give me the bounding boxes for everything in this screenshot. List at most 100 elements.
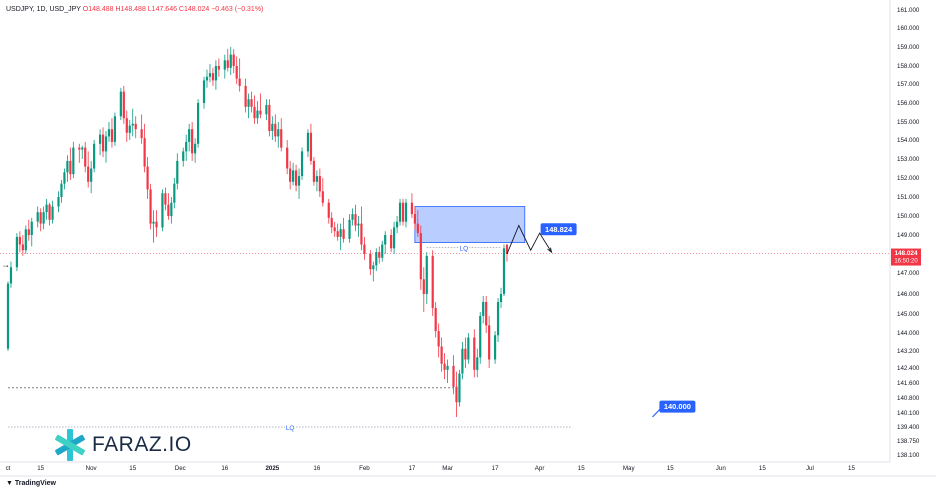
x-tick-label: 15 [759, 465, 766, 472]
candle-body [431, 255, 434, 308]
candle-body [208, 73, 212, 77]
candle-body [84, 147, 87, 167]
candle-body [104, 136, 108, 152]
y-tick-label: 160.000 [897, 25, 920, 32]
candle-body [458, 373, 461, 403]
candle-body [294, 170, 298, 186]
y-tick-label: 158.000 [897, 63, 920, 70]
supply-zone[interactable] [414, 206, 526, 243]
candle-body [286, 147, 289, 169]
candle-body [149, 189, 152, 224]
candle-body [229, 54, 232, 68]
candle-body [185, 141, 188, 152]
y-tick-label: 143.200 [897, 348, 920, 355]
candle-body [21, 244, 24, 251]
candle-body [315, 176, 318, 182]
candle-body [473, 337, 476, 370]
x-tick-label: 17 [408, 465, 415, 472]
candle-body [401, 202, 405, 222]
candle-body [250, 99, 253, 107]
candle-body [253, 106, 256, 119]
candle-body [306, 132, 310, 152]
candle-body [268, 104, 271, 131]
candle-body [238, 78, 241, 86]
candle-body [131, 123, 134, 126]
candle-body [24, 229, 27, 251]
candle-body [496, 302, 500, 336]
x-tick-label: 15 [667, 465, 674, 472]
candle-body [226, 60, 229, 68]
candle-body [9, 267, 13, 284]
price-callout[interactable]: 140.000 [659, 400, 696, 413]
y-tick-label: 145.000 [897, 311, 920, 318]
footer-brand[interactable]: ▼ TradingView [6, 480, 56, 487]
candle-body [297, 176, 301, 186]
candle-body [182, 151, 185, 161]
candle-body [378, 252, 381, 258]
candle-body [493, 335, 497, 360]
price-tag-value: 148.024 [894, 250, 918, 257]
callout-pointer [652, 406, 663, 418]
candle-body [410, 202, 414, 215]
candle-body [381, 244, 384, 258]
candle-body [81, 147, 84, 150]
candle-body [202, 80, 206, 103]
candle-body [205, 76, 209, 81]
price-callout-text: 140.000 [664, 402, 691, 411]
candle-body [57, 197, 60, 207]
candle-body [66, 160, 69, 173]
candle-body [351, 214, 354, 220]
x-tick-label: 15 [37, 465, 44, 472]
candle-body [505, 244, 509, 254]
candle-body [69, 160, 72, 175]
candle-body [119, 91, 122, 117]
current-price-tag[interactable]: 148.024 16:50:20 [891, 248, 921, 266]
candle-body [36, 212, 39, 222]
y-tick-label: 153.000 [897, 156, 920, 163]
candle-body [60, 183, 63, 197]
arrow-right-icon: → [1, 260, 10, 270]
candle-body [176, 160, 179, 184]
candle-body [122, 91, 125, 119]
price-callout-box [540, 223, 577, 236]
x-tick-label: 17 [492, 465, 499, 472]
candle-body [244, 85, 247, 107]
candle-body [416, 223, 419, 234]
x-tick-label: Jun [716, 465, 727, 472]
y-tick-label: 141.600 [897, 380, 920, 387]
y-tick-label: 154.000 [897, 137, 920, 144]
candle-body [372, 265, 375, 270]
candle-body [78, 147, 81, 150]
x-tick-label: May [623, 465, 636, 472]
candle-body [98, 134, 102, 144]
candle-body [164, 193, 167, 205]
symbol-label[interactable]: USDJPY, 1D, USD_JPY [6, 6, 81, 13]
y-tick-label: 157.000 [897, 81, 920, 88]
candle-body [18, 236, 21, 245]
candle-body [235, 66, 238, 79]
liquidity-label: LQ [460, 245, 469, 252]
candle-body [485, 302, 488, 326]
candle-body [336, 231, 339, 237]
y-tick-label: 139.400 [897, 424, 920, 431]
candle-body [413, 214, 416, 224]
y-tick-label: 140.100 [897, 410, 920, 417]
price-tag-countdown: 16:50:20 [894, 259, 918, 265]
candle-body [363, 244, 366, 254]
candle-body [42, 212, 45, 224]
y-tick-label: 146.000 [897, 291, 920, 298]
asterisk-logo-icon [55, 429, 85, 461]
candle-body [354, 214, 357, 226]
candle-body [196, 103, 200, 144]
candle-body [289, 168, 292, 182]
supply-zone-box[interactable] [414, 206, 526, 243]
projection-path [506, 224, 552, 255]
y-tick-label: 149.000 [897, 232, 920, 239]
chart-overlay: 148.824 140.000 → 148.024 16:50:20 [1, 223, 921, 418]
chart-header: USDJPY, 1D, USD_JPY O148.488 H148.488 L1… [6, 6, 263, 13]
x-tick-label: 15 [578, 465, 585, 472]
y-tick-label: 138.750 [897, 438, 920, 445]
candle-body [327, 202, 330, 218]
price-callout[interactable]: 148.824 [540, 223, 577, 236]
